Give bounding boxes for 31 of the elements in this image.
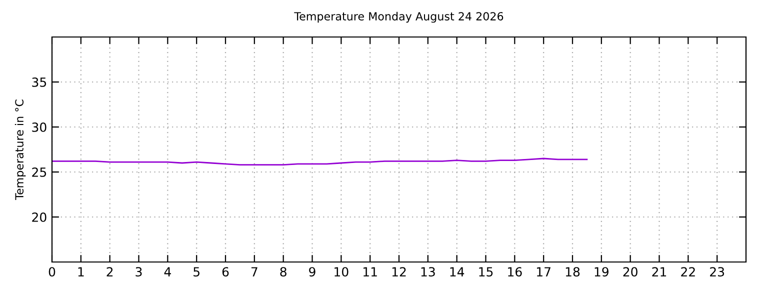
x-tick-label: 5	[194, 267, 200, 277]
y-tick-label: 25	[32, 167, 46, 177]
x-tick-label: 23	[710, 267, 724, 277]
x-tick-label: 3	[136, 267, 142, 277]
x-tick-label: 9	[309, 267, 316, 277]
y-tick-label: 20	[32, 212, 46, 222]
line-series	[52, 158, 588, 166]
x-tick-label: 18	[566, 267, 580, 277]
chart-title: Temperature Monday August 24 2026	[294, 12, 504, 23]
x-tick-label: 16	[508, 267, 522, 277]
x-tick-label: 12	[392, 267, 406, 276]
y-tick-label: 35	[32, 77, 46, 87]
x-tick-label: 20	[623, 267, 638, 277]
x-tick-label: 0	[48, 267, 56, 277]
x-tick-label: 11	[364, 267, 377, 276]
x-tick-label: 8	[280, 267, 286, 277]
x-tick-label: 21	[652, 267, 666, 276]
x-tick-label: 22	[681, 267, 695, 276]
x-tick-label: 7	[251, 267, 258, 276]
x-tick-label: 15	[479, 267, 493, 277]
x-tick-label: 19	[594, 267, 608, 277]
x-tick-label: 4	[164, 267, 171, 276]
x-tick-label: 14	[450, 267, 464, 276]
x-tick-label: 13	[421, 267, 435, 277]
x-tick-label: 2	[106, 267, 113, 276]
y-tick-label: 30	[32, 122, 46, 132]
x-tick-label: 6	[222, 267, 229, 277]
x-tick-label: 17	[537, 267, 550, 276]
x-tick-label: 10	[334, 267, 348, 277]
y-axis-title: Temperature in °C	[14, 100, 26, 200]
x-tick-label: 1	[78, 267, 84, 276]
